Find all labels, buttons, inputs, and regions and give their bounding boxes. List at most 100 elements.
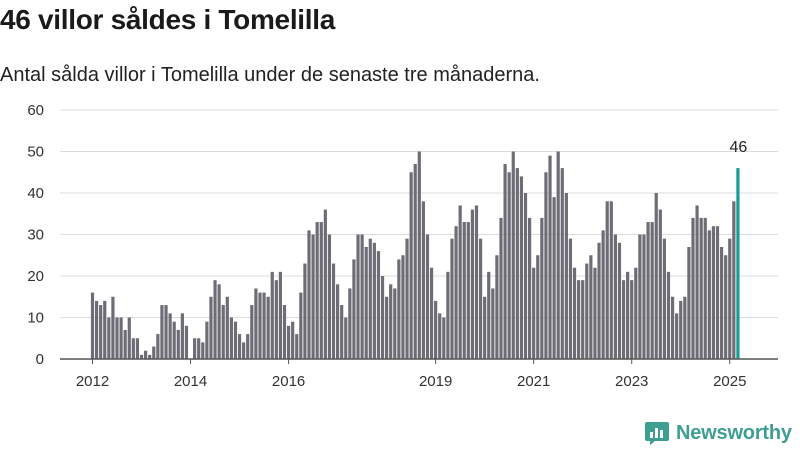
bar [299, 292, 303, 359]
bar [658, 209, 662, 359]
bar [499, 217, 503, 359]
y-tick-label: 50 [27, 144, 44, 161]
bar [131, 338, 135, 359]
bar [425, 234, 430, 359]
bar [99, 305, 103, 359]
bar [148, 354, 152, 359]
bar [311, 234, 315, 359]
bar [544, 172, 548, 359]
x-tick-label: 2012 [76, 373, 109, 390]
bar [572, 267, 577, 359]
bar [352, 259, 356, 359]
bar [246, 334, 250, 359]
y-tick-label: 60 [27, 102, 44, 119]
bar [111, 296, 115, 359]
bar [605, 201, 609, 359]
bar [201, 342, 205, 359]
bar [540, 217, 544, 359]
bar [160, 305, 164, 359]
bar [176, 329, 180, 359]
bar [270, 271, 274, 359]
highlight-value-label: 46 [730, 139, 748, 156]
bar [417, 151, 421, 359]
bar [642, 234, 646, 359]
bar [581, 280, 585, 359]
bar [454, 226, 458, 359]
bar [119, 317, 123, 359]
x-tick-label: 2025 [713, 373, 746, 390]
bar [429, 267, 434, 359]
bar [446, 271, 450, 359]
bar [527, 217, 532, 359]
bar [380, 276, 385, 359]
x-tick-label: 2014 [174, 373, 207, 390]
bar [438, 313, 442, 359]
bar [144, 350, 148, 359]
bar [319, 222, 323, 359]
bar [507, 172, 511, 359]
bar [282, 305, 287, 359]
bar [728, 238, 732, 359]
bar [695, 205, 699, 359]
bar [462, 222, 466, 359]
bar [107, 317, 111, 359]
bar [135, 338, 140, 359]
y-tick-label: 10 [27, 310, 44, 327]
bar [303, 263, 307, 359]
y-tick-label: 0 [36, 351, 44, 368]
bar [242, 342, 246, 359]
bar [691, 217, 695, 359]
bar [483, 296, 487, 359]
bar [262, 292, 266, 359]
bar [250, 305, 254, 359]
bar [421, 201, 425, 359]
x-tick-label: 2023 [615, 373, 648, 390]
bar [123, 329, 127, 359]
bar [356, 234, 360, 359]
bar [523, 193, 528, 359]
bar [315, 222, 319, 359]
bar [266, 296, 270, 359]
bar [585, 263, 589, 359]
chart-subtitle: Antal sålda villor i Tomelilla under de … [0, 64, 540, 86]
bar [307, 230, 311, 359]
y-tick-label: 20 [27, 268, 44, 285]
bar [180, 313, 184, 359]
bar [719, 246, 724, 359]
bar [327, 234, 332, 359]
x-tick-label: 2021 [517, 373, 550, 390]
bar [344, 317, 348, 359]
bar [172, 321, 176, 359]
bar [291, 321, 295, 359]
bar [409, 172, 413, 359]
bar [593, 267, 597, 359]
bar [601, 230, 605, 359]
bar [94, 300, 99, 359]
bar [589, 255, 593, 359]
bar [564, 193, 568, 359]
bar [556, 151, 560, 359]
bar [229, 317, 233, 359]
chart-title: 46 villor såldes i Tomelilla [0, 4, 336, 35]
bar [711, 226, 716, 359]
bar [466, 222, 470, 359]
bar [368, 238, 372, 359]
bar [193, 338, 197, 359]
bar [168, 313, 172, 359]
bar [258, 292, 262, 359]
bar [405, 238, 409, 359]
bar [577, 280, 581, 359]
bar [442, 317, 446, 359]
bar [654, 193, 658, 359]
bar [164, 305, 168, 359]
bar [115, 317, 119, 359]
bar [519, 176, 524, 359]
bar [254, 288, 258, 359]
bar [413, 163, 417, 359]
bar [156, 334, 160, 359]
bar [662, 238, 666, 359]
bar [385, 296, 389, 359]
bar [491, 288, 495, 359]
bar [568, 238, 573, 359]
bar [397, 259, 401, 359]
